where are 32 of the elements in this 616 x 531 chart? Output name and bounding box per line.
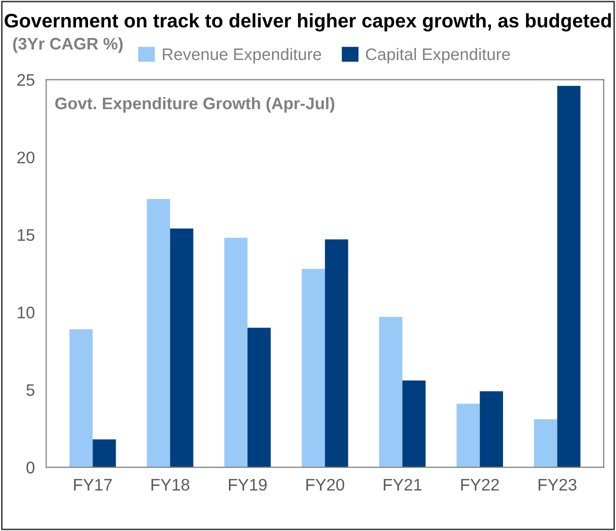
bar bbox=[402, 380, 426, 468]
x-tick-label: FY19 bbox=[228, 478, 267, 491]
annotation: Govt. Expenditure Growth (Apr-Jul) bbox=[55, 97, 334, 113]
x-tick-label: FY18 bbox=[152, 478, 190, 491]
bar bbox=[146, 199, 170, 468]
bar bbox=[170, 228, 194, 468]
bar bbox=[69, 329, 93, 468]
bar bbox=[92, 439, 116, 468]
x-tick-label: FY20 bbox=[306, 478, 344, 491]
y-tick-label: 15 bbox=[18, 229, 34, 241]
legend-label: Capital Expenditure bbox=[366, 48, 510, 64]
y-tick-label: 0 bbox=[26, 462, 34, 474]
bar bbox=[379, 316, 402, 468]
x-tick-label: FY21 bbox=[384, 478, 422, 490]
x-tick-label: FY22 bbox=[461, 478, 499, 490]
x-tick-label: FY17 bbox=[74, 479, 112, 490]
bar bbox=[456, 404, 480, 468]
legend-label: Revenue Expenditure bbox=[162, 48, 322, 64]
chart-title: Government on track to deliver higher capex growth, as budgeted bbox=[4, 13, 611, 32]
bar bbox=[534, 419, 558, 468]
bar bbox=[224, 238, 248, 468]
bar bbox=[248, 328, 271, 468]
y-tick-label: 10 bbox=[18, 306, 34, 318]
y-tick-label: 25 bbox=[17, 74, 34, 86]
bar bbox=[302, 268, 325, 468]
bar bbox=[480, 391, 504, 468]
bar bbox=[324, 239, 348, 468]
y-axis-title: (3Yr CAGR %) bbox=[13, 37, 123, 53]
x-tick-label: FY23 bbox=[538, 478, 576, 491]
y-tick-label: 5 bbox=[26, 384, 34, 396]
y-tick-label: 20 bbox=[17, 152, 34, 164]
bar bbox=[557, 86, 580, 468]
